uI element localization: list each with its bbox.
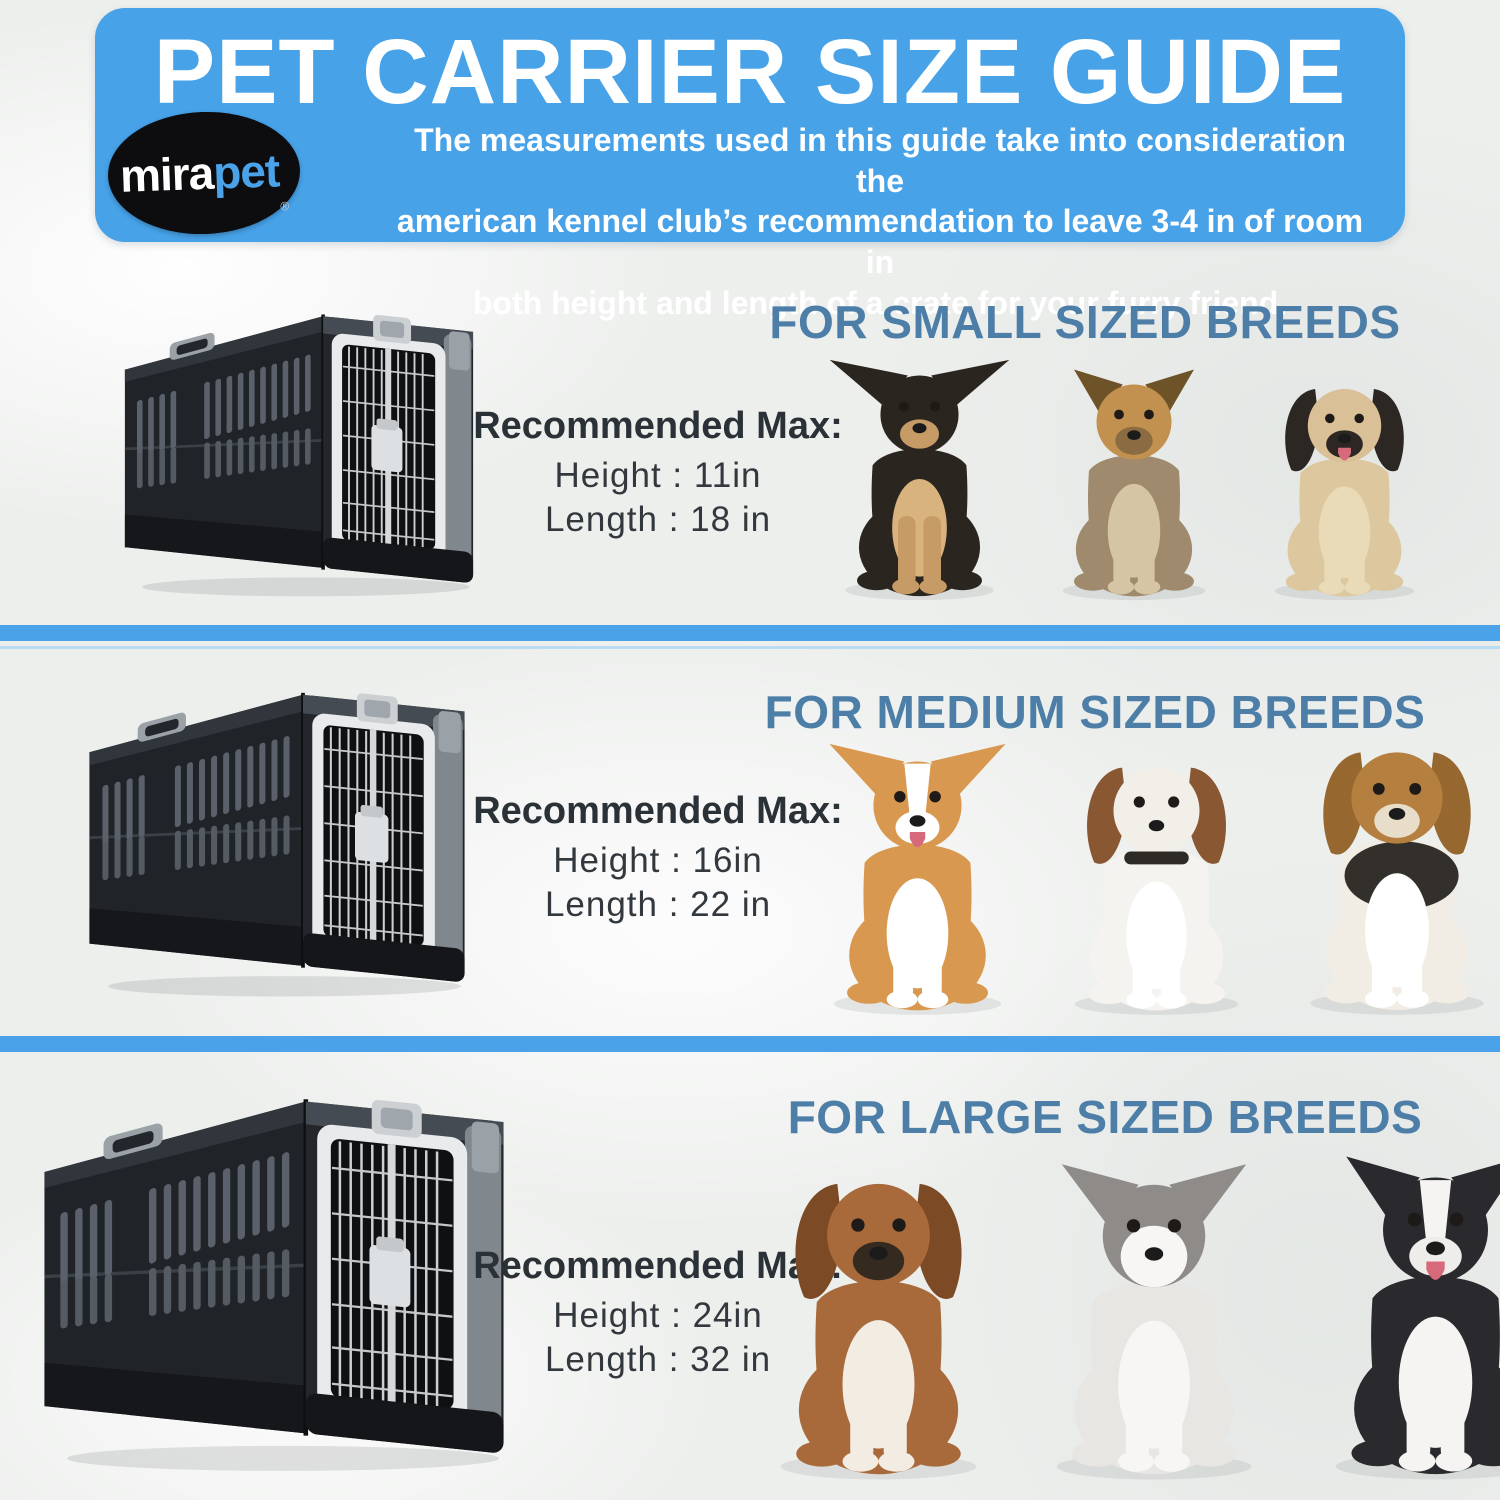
recommended-max-label: Recommended Max: [473,405,843,447]
small-breed-dogs-photo [815,350,1445,602]
dog-photo-pug [1246,367,1443,602]
recommended-max-medium: Recommended Max: Height : 16in Length : … [458,790,858,925]
length-value: Length : 22 in [544,885,772,924]
pet-carrier-photo-small [118,288,480,603]
dog-photo-jack-russell-terrier [1049,741,1264,1017]
dog-photo-beagle [1280,725,1500,1017]
recommended-max-large: Recommended Max: Height : 24in Length : … [458,1245,858,1380]
header-subtitle: The measurements used in this guide take… [396,122,1364,321]
height-value: Height : 16in [553,841,763,880]
pet-carrier-photo-large [25,1072,523,1472]
section-heading-small: FOR SMALL SIZED BREEDS [769,296,1401,348]
logo-text-mira: mira [119,146,215,202]
recommended-max-small: Recommended Max: Height : 11in Length : … [458,405,858,540]
section-heading-large: FOR LARGE SIZED BREEDS [787,1091,1423,1143]
logo-text-pet: pet [212,144,281,199]
section-divider-line [0,646,1500,649]
section-divider [0,1036,1500,1052]
section-heading-medium: FOR MEDIUM SIZED BREEDS [764,686,1426,738]
page-title: PET CARRIER SIZE GUIDE [153,21,1347,123]
dog-photo-boxer [750,1152,1007,1482]
recommended-max-label: Recommended Max: [473,790,843,832]
length-value: Length : 18 in [544,500,772,539]
dog-photo-husky [1023,1154,1285,1482]
dog-photo-corgi [802,735,1033,1017]
height-value: Height : 11in [554,456,762,495]
header-banner: PET CARRIER SIZE GUIDE The measurements … [95,8,1405,321]
height-value: Height : 24in [553,1296,763,1335]
pet-carrier-photo-medium [82,660,472,1008]
registered-mark: ® [280,199,290,214]
medium-breed-dogs-photo [828,735,1484,1017]
section-divider [0,625,1500,641]
length-value: Length : 32 in [544,1340,772,1379]
dog-photo-chihuahua [817,352,1022,602]
dog-photo-border-collie [1301,1146,1500,1482]
dog-photo-yorkshire-terrier [1038,362,1230,602]
recommended-max-label: Recommended Max: [473,1245,843,1287]
large-breed-dogs-photo [780,1142,1500,1482]
